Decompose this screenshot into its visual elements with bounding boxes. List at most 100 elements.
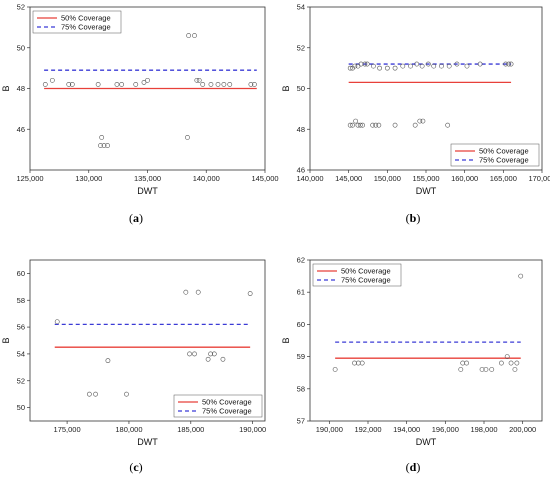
x-axis-label: DWT	[416, 186, 437, 196]
data-point	[99, 134, 105, 140]
data-point	[454, 61, 460, 67]
data-point	[141, 79, 147, 85]
y-axis-label: B	[281, 337, 291, 343]
data-point	[215, 82, 221, 87]
data-point	[49, 77, 55, 83]
data-point	[211, 351, 217, 357]
data-point	[227, 82, 233, 87]
data-point	[419, 63, 425, 69]
y-tick-label: 48	[297, 125, 305, 134]
legend-75-label: 75% Coverage	[341, 276, 391, 285]
data-point	[420, 118, 426, 124]
data-point	[514, 360, 520, 366]
y-axis-label: B	[1, 337, 11, 343]
data-point	[124, 391, 129, 397]
data-point	[195, 289, 201, 295]
chart-panel-b: 140,000 145,000 150,000 155,000 160,000 165,0…	[281, 3, 550, 226]
data-point	[483, 367, 489, 372]
data-point	[384, 65, 390, 71]
data-point	[377, 65, 382, 71]
y-tick-label: 46	[297, 166, 305, 175]
data-point	[192, 351, 197, 357]
y-tick-label: 56	[17, 323, 25, 332]
x-tick-label: 175,000	[54, 425, 81, 434]
data-point	[196, 77, 202, 83]
data-point	[248, 82, 254, 87]
data-point	[205, 356, 211, 362]
data-point	[355, 360, 361, 366]
x-tick-label: 190,000	[239, 425, 266, 434]
data-point	[376, 122, 382, 128]
data-point	[247, 291, 253, 296]
data-point	[446, 63, 452, 69]
data-point	[400, 63, 406, 69]
x-tick-label: 170,000	[528, 174, 550, 183]
data-point	[185, 134, 190, 140]
data-point	[371, 63, 376, 69]
y-tick-label: 46	[17, 125, 25, 134]
data-point	[101, 143, 107, 148]
legend-50-label: 50% Coverage	[61, 14, 111, 23]
y-tick-label: 52	[297, 43, 305, 52]
y-tick-label: 60	[297, 320, 305, 329]
x-tick-label: 130,000	[75, 174, 102, 183]
data-point	[357, 122, 363, 128]
data-point	[458, 367, 464, 372]
data-point	[192, 33, 197, 38]
data-point	[362, 61, 368, 67]
data-point	[508, 61, 514, 67]
y-tick-label: 54	[17, 349, 25, 358]
y-axis-label: B	[281, 85, 291, 91]
legend-50-label: 50% Coverage	[341, 267, 391, 276]
data-point	[145, 77, 150, 83]
data-point	[417, 118, 423, 124]
chart-panel-a: 125,000 130,000 135,000 140,000 145,000 46 48 5…	[1, 3, 279, 226]
x-tick-label: 145,000	[251, 174, 278, 183]
data-point	[355, 122, 361, 128]
data-point	[93, 391, 98, 397]
legend-50-label: 50% Coverage	[202, 398, 252, 407]
data-point	[114, 82, 120, 87]
data-point	[105, 143, 110, 148]
data-point	[183, 289, 189, 295]
data-point	[460, 360, 466, 366]
plot-frame	[309, 259, 543, 422]
x-tick-label: 150,000	[374, 174, 401, 183]
data-point	[408, 63, 413, 69]
data-point	[66, 82, 72, 87]
data-point	[364, 61, 370, 67]
data-point	[352, 63, 358, 69]
x-tick-label: 185,000	[177, 425, 204, 434]
data-point	[347, 122, 353, 128]
x-tick-label: 194,000	[393, 425, 420, 434]
data-point	[464, 63, 470, 69]
x-tick-label: 196,000	[432, 425, 459, 434]
y-tick-label: 62	[297, 256, 305, 265]
data-point	[42, 82, 48, 87]
y-axis-label: B	[1, 85, 11, 91]
data-point	[186, 33, 192, 38]
data-point	[347, 65, 353, 71]
data-point	[464, 360, 469, 366]
data-point	[200, 82, 206, 87]
x-tick-label: 192,000	[354, 425, 381, 434]
data-point	[370, 122, 376, 128]
x-tick-label: 125,000	[16, 174, 43, 183]
y-tick-label: 58	[17, 296, 25, 305]
x-tick-label: 140,000	[193, 174, 220, 183]
data-point	[512, 367, 518, 372]
legend-75-label: 75% Coverage	[61, 23, 111, 32]
y-tick-label: 58	[297, 384, 305, 393]
data-point	[359, 360, 365, 366]
x-tick-label: 200,000	[509, 425, 536, 434]
data-point	[489, 367, 495, 372]
x-tick-label: 190,000	[316, 425, 343, 434]
data-point	[498, 360, 504, 366]
data-point	[353, 118, 359, 124]
legend-75-label: 75% Coverage	[202, 407, 252, 416]
data-point	[220, 356, 226, 362]
data-point	[69, 82, 75, 87]
x-tick-label: 140,000	[296, 174, 323, 183]
